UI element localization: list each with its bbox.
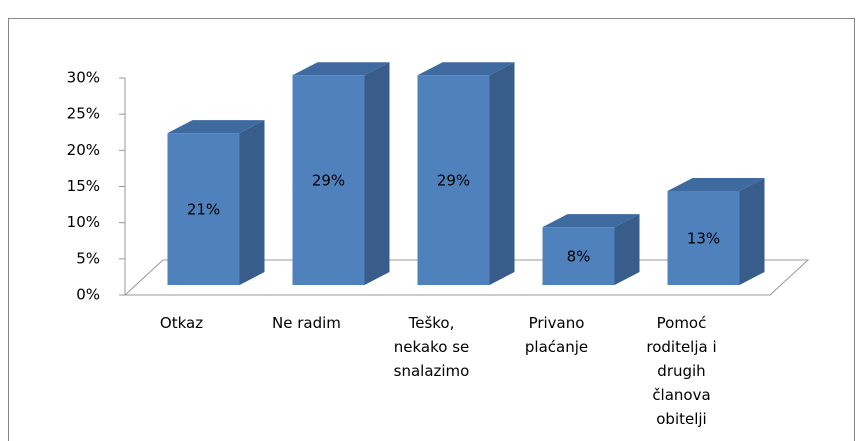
x-tick-label: Pomoć roditelja i drugih članova obitelj… [646,314,717,428]
bar-top [542,214,640,228]
bar-top [417,62,515,76]
bar-side [489,62,515,285]
x-tick-label: Teško, nekako se snalazimo [393,314,470,380]
bar-side [239,120,265,285]
y-tick-label: 25% [67,105,100,123]
data-label: 21% [187,201,220,219]
bar-top [667,177,765,191]
bar [542,227,615,285]
bar-top [292,62,390,76]
data-label: 29% [312,172,345,190]
data-label: 13% [687,229,720,247]
x-tick-label: Ne radim [272,314,341,332]
bar-top [167,120,265,134]
floor [123,259,810,296]
y-tick-label: 30% [67,69,100,87]
y-tick-label: 0% [76,286,100,304]
chart-border [8,18,855,441]
bar [667,190,740,285]
y-tick-label: 5% [76,249,100,267]
x-tick-label: Otkaz [159,314,204,332]
y-tick-label: 15% [67,177,100,195]
bar [292,75,365,285]
bar [167,133,240,285]
bar-side [364,62,390,285]
data-label: 8% [567,248,591,266]
bar-side [614,214,640,285]
bar-side [739,177,765,285]
data-label: 29% [437,172,470,190]
x-tick-label: Privano plaćanje [524,314,589,356]
y-tick-label: 10% [67,213,100,231]
bar [417,75,490,285]
y-tick-label: 20% [67,141,100,159]
